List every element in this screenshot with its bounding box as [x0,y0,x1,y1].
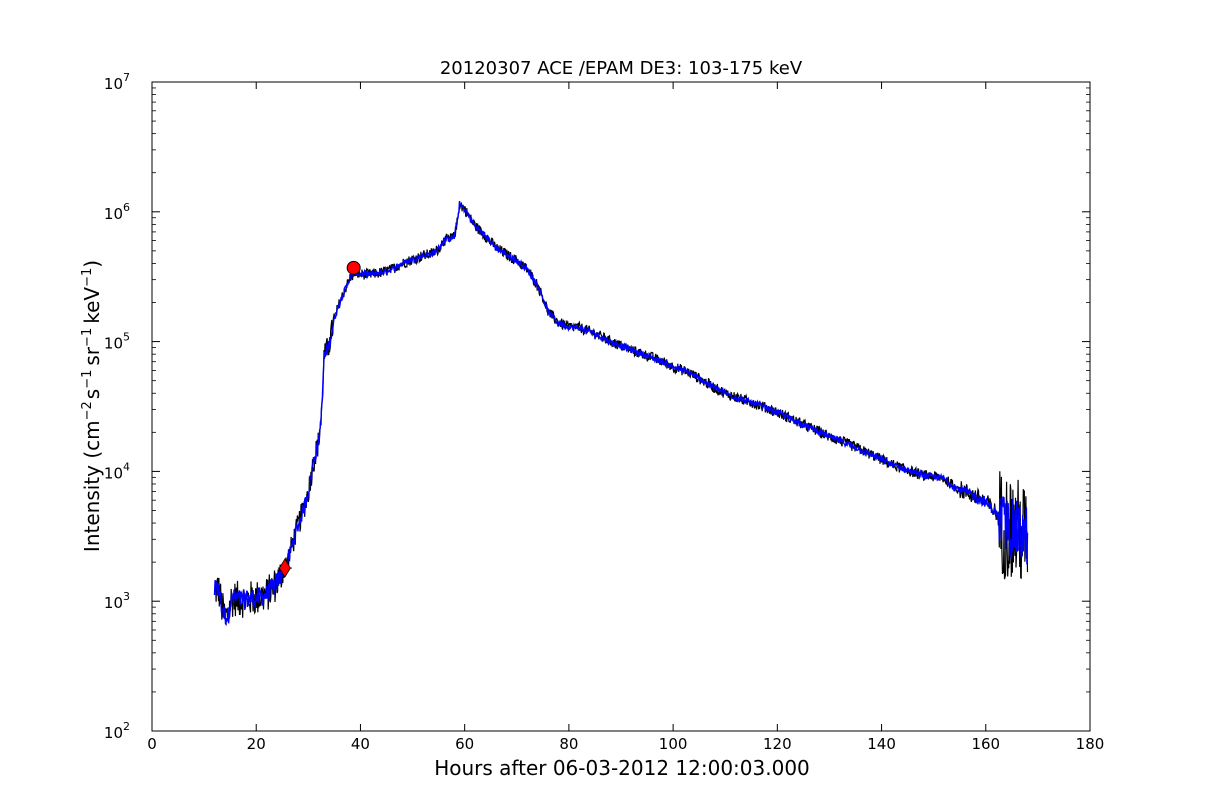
x-tick-label: 40 [351,735,370,753]
plot-frame [151,81,1091,732]
y-tick-label-base: 10 [104,594,123,612]
y-axis-label-mid1: s [80,389,104,399]
x-tick-label: 80 [559,735,578,753]
y-tick-label-base: 10 [104,335,123,353]
markers-group [277,260,361,578]
series-0-line [213,200,1029,627]
y-tick-label: 102 [104,720,130,742]
y-axis-label-sup2: −1 [80,370,95,389]
y-tick-label: 104 [104,460,130,482]
y-tick-label-exponent: 4 [123,460,130,473]
y-tick-label-base: 10 [104,205,123,223]
y-tick-label-exponent: 6 [123,201,130,214]
y-tick-label-exponent: 2 [123,720,130,733]
y-axis-label: Intensity (cm−2s−1sr−1keV−1) [80,260,104,552]
x-tick-label: 20 [247,735,266,753]
y-axis-label-sup4: −1 [80,268,95,287]
y-axis-label-mid3: keV [80,287,104,324]
plot-background [152,82,1090,731]
x-axis-ticks: 0 20 40 60 80 100 120 140 160 180 [147,82,1104,753]
y-tick-label: 105 [104,331,130,353]
marker-diamond [278,558,291,578]
y-axis-label-mid2: sr [80,346,104,365]
y-tick-label: 106 [104,201,130,223]
y-axis-label-sup1: −2 [80,401,95,420]
x-tick-label: 120 [763,735,792,753]
y-axis-label-suffix: ) [80,260,104,268]
y-tick-label: 107 [104,71,130,93]
marker-circle [346,260,361,275]
y-tick-label: 103 [104,590,130,612]
y-tick-label-base: 10 [104,724,123,742]
y-axis-label-sup3: −1 [80,328,95,347]
y-tick-label-exponent: 5 [123,331,130,344]
x-axis-label: Hours after 06-03-2012 12:00:03.000 [434,756,810,780]
x-tick-label: 140 [867,735,896,753]
y-tick-label-base: 10 [104,75,123,93]
y-axis-label-prefix: Intensity (cm [80,420,104,552]
y-tick-label-exponent: 7 [123,71,130,84]
y-tick-label-base: 10 [104,464,123,482]
x-tick-label: 60 [455,735,474,753]
x-tick-label: 180 [1076,735,1105,753]
y-tick-label-exponent: 3 [123,590,130,603]
chart-title: 20120307 ACE /EPAM DE3: 103-175 keV [440,58,803,79]
series-group [213,200,1029,627]
x-tick-label: 100 [659,735,688,753]
x-tick-label: 0 [147,735,157,753]
plot-area: 0 20 40 60 80 100 120 140 160 180 102103104105106… [104,71,1104,753]
x-tick-label: 160 [971,735,1000,753]
series-0-errorband-line [214,201,1029,621]
